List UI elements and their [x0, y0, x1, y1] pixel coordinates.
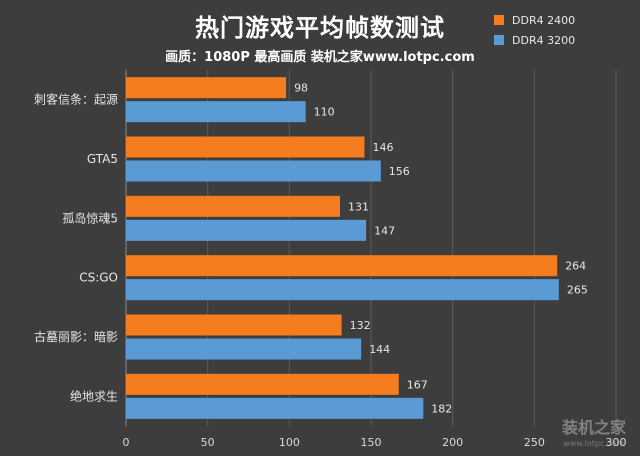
data-label: 147: [374, 224, 395, 237]
bar-series-2: [126, 279, 559, 301]
data-label: 264: [565, 260, 586, 273]
data-label: 98: [294, 82, 308, 95]
bar-series-2: [126, 219, 367, 241]
legend-swatch-series-1: [494, 15, 504, 25]
bar-series-1: [126, 136, 365, 158]
x-tick-label: 50: [201, 436, 215, 449]
bar-series-1: [126, 77, 287, 99]
category-label: 刺客信条：起源: [34, 92, 118, 107]
data-label: 182: [431, 402, 452, 415]
data-label: 131: [348, 200, 369, 213]
legend-item-series-1: DDR4 2400: [494, 10, 575, 30]
watermark-logo: 装机之家: [561, 418, 626, 437]
bar-series-2: [126, 397, 424, 419]
bar-series-1: [126, 373, 399, 395]
legend-label-series-2: DDR4 3200: [512, 33, 576, 47]
data-label: 167: [407, 378, 428, 391]
x-tick-label: 150: [361, 436, 382, 449]
legend-item-series-2: DDR4 3200: [494, 30, 575, 50]
data-label: 144: [369, 343, 390, 356]
x-tick-label: 250: [524, 436, 545, 449]
x-tick-label: 100: [279, 436, 300, 449]
data-label: 132: [350, 319, 371, 332]
legend-label-series-1: DDR4 2400: [512, 13, 576, 27]
bar-series-2: [126, 160, 381, 182]
data-label: 265: [567, 284, 588, 297]
bar-series-1: [126, 314, 342, 336]
category-label: 孤岛惊魂5: [62, 210, 118, 225]
data-label: 146: [372, 141, 393, 154]
category-label: GTA5: [87, 152, 118, 166]
category-label: 绝地求生: [70, 388, 118, 403]
chart-title: 热门游戏平均帧数测试: [195, 14, 445, 42]
watermark-url: www.lotpc.com: [563, 439, 624, 448]
category-label: 古墓丽影：暗影: [34, 329, 118, 344]
bar-series-2: [126, 338, 362, 360]
x-tick-label: 0: [123, 436, 130, 449]
legend: DDR4 2400 DDR4 3200: [494, 10, 575, 50]
x-tick-label: 300: [606, 436, 627, 449]
legend-swatch-series-2: [494, 35, 504, 45]
bar-series-1: [126, 255, 558, 277]
bar-series-1: [126, 195, 340, 217]
x-tick-label: 200: [442, 436, 463, 449]
data-label: 110: [314, 106, 335, 119]
chart-subtitle: 画质：1080P 最高画质 装机之家www.lotpc.com: [165, 50, 475, 65]
data-label: 156: [389, 165, 410, 178]
category-label: CS:GO: [79, 271, 118, 285]
bar-series-2: [126, 101, 306, 123]
